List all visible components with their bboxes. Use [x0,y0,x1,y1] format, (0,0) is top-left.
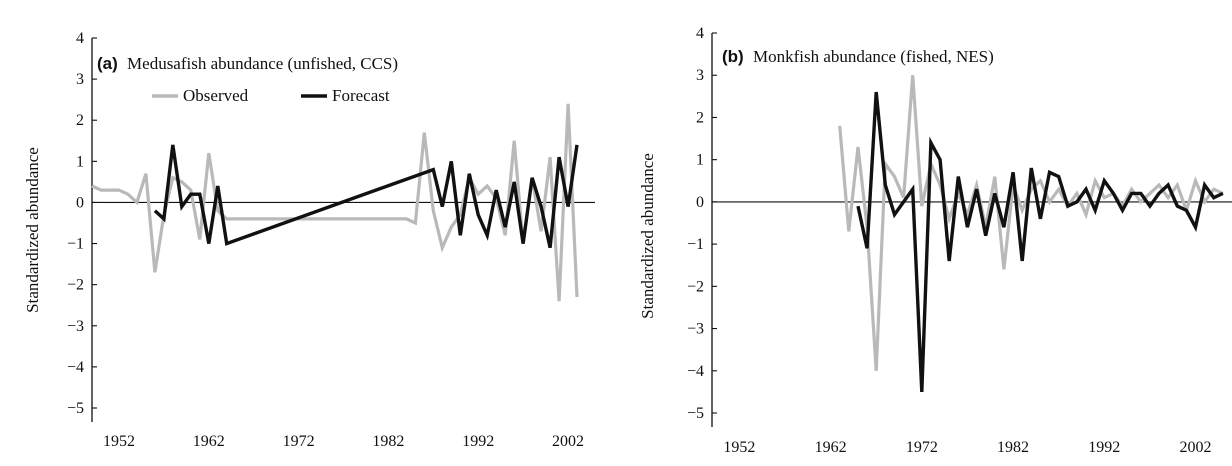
panel-b-x-tick-label: 1972 [906,439,938,456]
panel-b-title: (b) Monkfish abundance (fished, NES) [722,47,994,66]
panel-b-y-tick-label: 1 [696,152,704,169]
panel-a-y-axis-label: Standardized abundance [23,147,42,313]
panel-b-series-observed [838,75,1224,371]
panel-a-y-tick-label: 3 [76,71,84,88]
panel-b-y-tick-label: 4 [696,25,704,42]
panel-a-y-tick-label: −4 [67,359,84,376]
panel-b-monkfish: Standardized abundance (b) Monkfish abun… [638,25,1232,456]
panel-b-x-tick-label: 1992 [1088,439,1120,456]
panel-b-y-tick-label: −1 [687,236,704,253]
panel-a-x-tick-label: 1992 [462,433,494,450]
panel-b-y-tick-label: −2 [687,278,704,295]
panel-a-x-tick-label: 1962 [193,433,225,450]
panel-b-letter: (b) [722,47,744,66]
panel-a-y-tick-label: 0 [76,194,84,211]
panel-b-x-tick-label: 1982 [997,439,1029,456]
panel-a-letter: (a) [97,54,118,73]
panel-a-y-tick-label: −3 [67,318,84,335]
panel-a-medusafish: Standardized abundance (a) Medusafish ab… [23,30,595,450]
panel-b-y-tick-label: −4 [687,363,704,380]
panel-b-x-tick-label: 2002 [1180,439,1212,456]
panel-b-y-tick-label: 0 [696,194,704,211]
panel-b-title-text: Monkfish abundance (fished, NES) [753,47,994,66]
panel-a-x-tick-label: 1972 [283,433,315,450]
panel-a-y-tick-label: 1 [76,153,84,170]
panel-a-title-text: Medusafish abundance (unfished, CCS) [127,54,398,73]
panel-a-x-tick-label: 1952 [103,433,135,450]
panel-b-y-tick-label: −5 [687,405,704,422]
panel-a-legend: Observed Forecast [152,86,390,105]
panel-b-y-tick-label: 2 [696,109,704,126]
panel-b-x-tick-label: 1962 [815,439,847,456]
panel-a-series-forecast [153,144,579,249]
legend-observed-label: Observed [183,86,249,105]
panel-b-y-tick-label: 3 [696,67,704,84]
panel-b-y-tick-label: −3 [687,321,704,338]
panel-a-y-tick-label: 2 [76,112,84,129]
panel-a-y-tick-label: 4 [76,30,84,47]
panel-a-x-tick-label: 1982 [372,433,404,450]
legend-forecast-label: Forecast [332,86,390,105]
panel-b-series-forecast [856,91,1224,392]
panel-b-y-axis-label: Standardized abundance [638,153,657,319]
panel-a-x-tick-label: 2002 [552,433,584,450]
panel-a-y-tick-label: −2 [67,277,84,294]
panel-a-title: (a) Medusafish abundance (unfished, CCS) [97,54,398,73]
panel-b-x-tick-label: 1952 [723,439,755,456]
panel-a-y-tick-label: −1 [67,236,84,253]
panel-a-y-tick-label: −5 [67,400,84,417]
